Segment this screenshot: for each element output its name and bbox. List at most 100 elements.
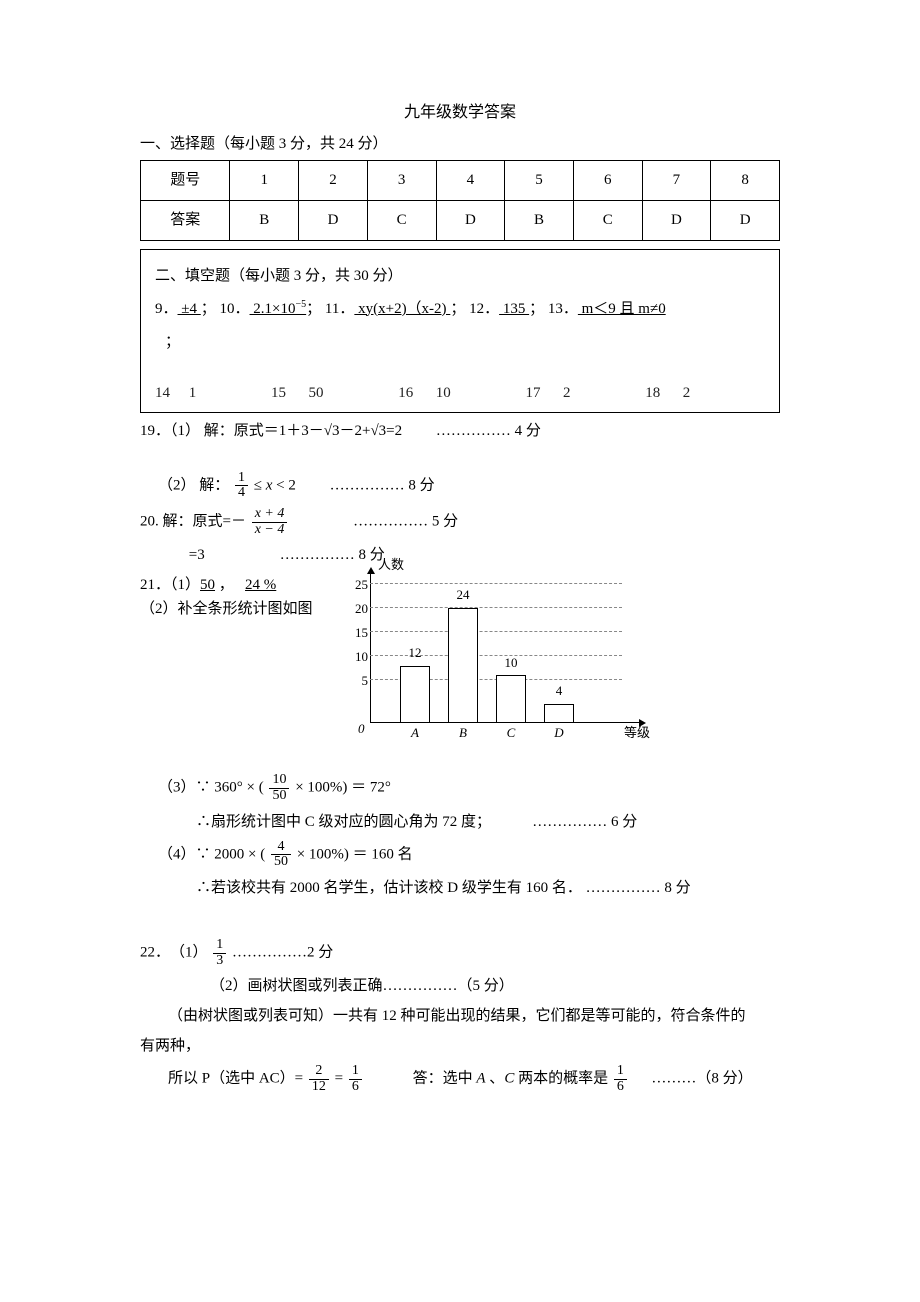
frac-1-4: 14 xyxy=(235,471,248,501)
q22-1: 22． （1） 13 ……………2 分 xyxy=(140,938,780,968)
sep-ac: 、 xyxy=(486,1071,505,1087)
bar-chart: 人数 0 等级 51015202512A24B10C4D xyxy=(340,573,640,733)
q22-5-p2: ………（8 分） xyxy=(633,1071,753,1087)
q12-ans: 135 xyxy=(499,301,529,317)
sep: ， xyxy=(215,577,245,593)
q22-5-mid: 答：选中 xyxy=(368,1071,477,1087)
mc-answers-table: 题号 1 2 3 4 5 6 7 8 答案 B D C D B C D D xyxy=(140,160,780,241)
gridline xyxy=(370,583,622,584)
q11-ans: xy(x+2)（x-2) xyxy=(354,301,450,317)
sep: ； xyxy=(201,301,216,317)
y-tick: 10 xyxy=(348,647,368,668)
num: 1 xyxy=(235,471,248,487)
q22-5: 所以 P（选中 AC）= 212 = 16 答：选中 A 、C 两本的概率是 1… xyxy=(140,1064,780,1094)
origin-label: 0 xyxy=(358,719,365,740)
q20-post: …………… 5 分 xyxy=(293,514,458,530)
y-tick: 5 xyxy=(348,671,368,692)
cell: 2 xyxy=(299,160,368,200)
cell: 5 xyxy=(505,160,574,200)
table-row: 题号 1 2 3 4 5 6 7 8 xyxy=(141,160,780,200)
q21-4-pre: （4）∵ 2000 × ( xyxy=(158,846,265,862)
den: 6 xyxy=(349,1080,362,1095)
q10-base: 2.1×10 xyxy=(250,301,296,317)
fill-row-1: 9． ±4 ； 10． 2.1×10−5； 11． xy(x+2)（x-2) ；… xyxy=(155,293,765,326)
q22-5-pre: 所以 P（选中 AC）= xyxy=(168,1071,307,1087)
q20-pre: 20. 解：原式=－ xyxy=(140,514,246,530)
cell: 7 xyxy=(642,160,711,200)
y-axis xyxy=(370,573,371,723)
cell: 1 xyxy=(230,160,299,200)
num: 1 xyxy=(349,1064,362,1080)
gridline xyxy=(370,631,622,632)
q22-1-post: ……………2 分 xyxy=(232,945,333,961)
cut-item: 15 50 xyxy=(271,377,324,410)
q20-2: =3 …………… 8 分 xyxy=(140,543,780,567)
cell: 6 xyxy=(573,160,642,200)
cell: D xyxy=(436,200,505,240)
cell: C xyxy=(367,200,436,240)
cell: 4 xyxy=(436,160,505,200)
q10-pre: 10． xyxy=(220,301,250,317)
sep: ； xyxy=(450,301,465,317)
cell: B xyxy=(505,200,574,240)
cut-item: 17 2 xyxy=(526,377,571,410)
q21-3-pre: （3）∵ 360° × ( xyxy=(158,780,264,796)
cut-item: 14 1 xyxy=(155,377,196,410)
fill-blank-box: 二、填空题（每小题 3 分，共 30 分） 9． ±4 ； 10． 2.1×10… xyxy=(140,249,780,413)
q22-2: （2）画树状图或列表正确……………（5 分） xyxy=(140,974,780,998)
cell: D xyxy=(299,200,368,240)
bar-value: 10 xyxy=(496,653,526,674)
q19-2-post: < 2 …………… 8 分 xyxy=(272,477,434,493)
q22-3: （由树状图或列表可知）一共有 12 种可能出现的结果，它们都是等可能的，符合条件… xyxy=(140,1004,780,1028)
category-label: D xyxy=(544,723,574,744)
frac-2-12: 212 xyxy=(309,1064,329,1094)
num: 4 xyxy=(271,840,291,856)
bar xyxy=(400,666,430,724)
y-tick: 20 xyxy=(348,599,368,620)
bar-value: 24 xyxy=(448,585,478,606)
q21-4-mid: × 100%) ＝ 160 名 xyxy=(297,846,413,862)
category-label: C xyxy=(496,723,526,744)
q9-pre: 9． xyxy=(155,301,178,317)
category-label: B xyxy=(448,723,478,744)
doc-title: 九年级数学答案 xyxy=(140,100,780,126)
frac-4-50: 450 xyxy=(271,840,291,870)
table-row: 答案 B D C D B C D D xyxy=(141,200,780,240)
q21-top: 21．（1）50 ， 24 % （2）补全条形统计图如图 人数 0 等级 510… xyxy=(140,573,780,733)
cell: C xyxy=(573,200,642,240)
den: 4 xyxy=(235,486,248,501)
y-tick: 15 xyxy=(348,623,368,644)
q10-ans: 2.1×10−5 xyxy=(250,301,307,317)
y-tick: 25 xyxy=(348,575,368,596)
cell: B xyxy=(230,200,299,240)
den: x − 4 xyxy=(252,523,288,538)
frac-1-3: 13 xyxy=(213,938,226,968)
num: 1 xyxy=(614,1064,627,1080)
q21-1: 21．（1）50 ， 24 % xyxy=(140,573,320,597)
cell: 8 xyxy=(711,160,780,200)
section2-heading: 二、填空题（每小题 3 分，共 30 分） xyxy=(155,260,765,293)
fill-row-2: ； xyxy=(155,326,765,359)
den: 50 xyxy=(271,855,291,870)
frac-x4: x + 4x − 4 xyxy=(252,507,288,537)
cut-item: 16 10 xyxy=(398,377,451,410)
num: 2 xyxy=(309,1064,329,1080)
var-c: C xyxy=(504,1071,514,1087)
q22-1-pre: 22． （1） xyxy=(140,945,208,961)
q20-1: 20. 解：原式=－ x + 4x − 4 …………… 5 分 xyxy=(140,507,780,537)
q22-5-p1: 两本的概率是 xyxy=(514,1071,608,1087)
bar xyxy=(544,704,574,723)
cell: D xyxy=(642,200,711,240)
bar xyxy=(496,675,526,723)
num: 1 xyxy=(213,938,226,954)
cut-item: 18 2 xyxy=(645,377,690,410)
frac-1-6: 16 xyxy=(349,1064,362,1094)
den: 3 xyxy=(213,954,226,969)
y-axis-label: 人数 xyxy=(378,555,404,576)
fill-row-3-cut: 14 1 15 50 16 10 17 2 18 2 xyxy=(155,377,765,410)
bar xyxy=(448,608,478,723)
q21-3: （3）∵ 360° × ( 1050 × 100%) ＝ 72° xyxy=(140,773,780,803)
q12-pre: 12． xyxy=(469,301,499,317)
frac-10-50: 1050 xyxy=(269,773,289,803)
sep: ； xyxy=(529,301,544,317)
